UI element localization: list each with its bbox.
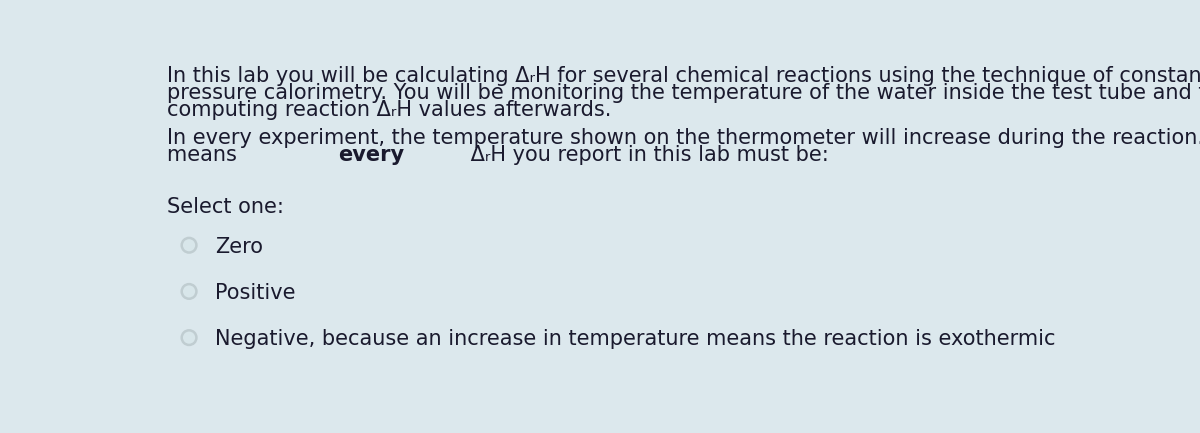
Text: Select one:: Select one:	[167, 197, 283, 217]
Text: Positive: Positive	[215, 283, 295, 303]
Ellipse shape	[181, 284, 197, 299]
Text: pressure calorimetry. You will be monitoring the temperature of the water inside: pressure calorimetry. You will be monito…	[167, 83, 1200, 103]
Text: Negative, because an increase in temperature means the reaction is exothermic: Negative, because an increase in tempera…	[215, 329, 1056, 349]
Text: means: means	[167, 145, 244, 165]
Text: ΔᵣH you report in this lab must be:: ΔᵣH you report in this lab must be:	[463, 145, 828, 165]
Text: every: every	[338, 145, 404, 165]
Text: In this lab you will be calculating ΔᵣH for several chemical reactions using the: In this lab you will be calculating ΔᵣH …	[167, 66, 1200, 86]
Ellipse shape	[181, 238, 197, 252]
Text: In every experiment, the temperature shown on the thermometer will increase duri: In every experiment, the temperature sho…	[167, 128, 1200, 148]
Ellipse shape	[181, 330, 197, 345]
Text: Zero: Zero	[215, 237, 263, 257]
Text: computing reaction ΔᵣH values afterwards.: computing reaction ΔᵣH values afterwards…	[167, 100, 611, 120]
